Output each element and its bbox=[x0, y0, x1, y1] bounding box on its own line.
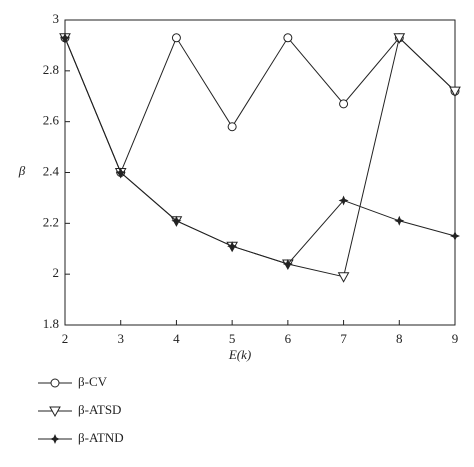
series-line bbox=[64, 37, 456, 265]
y-tick-label: 2.8 bbox=[43, 62, 59, 77]
marker bbox=[393, 33, 406, 44]
marker bbox=[60, 32, 70, 43]
x-tick-label: 4 bbox=[173, 331, 180, 346]
legend-label: β-ATND bbox=[78, 430, 124, 445]
series-line bbox=[64, 36, 456, 174]
legend-marker bbox=[49, 406, 61, 418]
marker bbox=[282, 259, 293, 269]
series-line bbox=[64, 36, 456, 278]
y-tick-label: 2 bbox=[53, 265, 60, 280]
x-tick-label: 2 bbox=[62, 331, 69, 346]
x-tick-label: 7 bbox=[340, 331, 347, 346]
marker bbox=[338, 195, 349, 206]
y-tick-label: 2.2 bbox=[43, 214, 59, 229]
y-tick-label: 2.4 bbox=[43, 163, 60, 178]
y-tick-label: 1.8 bbox=[43, 316, 59, 331]
marker bbox=[450, 231, 460, 242]
x-tick-label: 5 bbox=[229, 331, 236, 346]
marker bbox=[115, 167, 126, 178]
marker bbox=[394, 215, 405, 226]
x-tick-label: 8 bbox=[396, 331, 403, 346]
y-tick-label: 2.6 bbox=[43, 113, 60, 128]
x-tick-label: 6 bbox=[285, 331, 292, 346]
marker bbox=[449, 86, 461, 98]
marker bbox=[339, 99, 349, 109]
x-tick-label: 3 bbox=[117, 331, 124, 346]
legend-marker bbox=[50, 434, 60, 444]
x-axis-label: E(k) bbox=[228, 347, 251, 362]
legend-label: β-CV bbox=[78, 374, 108, 389]
marker bbox=[283, 33, 293, 43]
marker bbox=[171, 215, 182, 226]
marker bbox=[227, 241, 238, 252]
y-tick-label: 3 bbox=[53, 11, 60, 26]
x-tick-label: 9 bbox=[452, 331, 459, 346]
y-axis-label: β bbox=[18, 163, 26, 178]
marker bbox=[227, 122, 237, 132]
legend-label: β-ATSD bbox=[78, 402, 121, 417]
marker bbox=[337, 272, 350, 283]
legend-marker bbox=[50, 378, 60, 388]
marker bbox=[171, 33, 181, 43]
